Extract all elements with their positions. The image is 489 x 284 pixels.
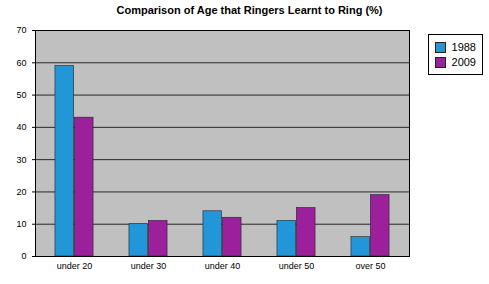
svg-text:30: 30 [16, 155, 26, 165]
svg-text:under 30: under 30 [131, 261, 167, 271]
svg-text:50: 50 [16, 90, 26, 100]
svg-text:60: 60 [16, 58, 26, 68]
svg-text:40: 40 [16, 122, 26, 132]
svg-text:under 50: under 50 [279, 261, 315, 271]
html-text:2009: 2009 [451, 56, 476, 68]
svg-text:10: 10 [16, 219, 26, 229]
svg-text:under 40: under 40 [205, 261, 241, 271]
svg-text:over 50: over 50 [355, 261, 385, 271]
html-text:1988: 1988 [451, 41, 476, 53]
html-text:Comparison of Age that Ringers: Comparison of Age that Ringers Learnt to… [116, 4, 383, 16]
svg-text:under 20: under 20 [57, 261, 93, 271]
svg-text:70: 70 [16, 25, 26, 35]
svg-text:0: 0 [21, 251, 26, 261]
svg-text:20: 20 [16, 187, 26, 197]
